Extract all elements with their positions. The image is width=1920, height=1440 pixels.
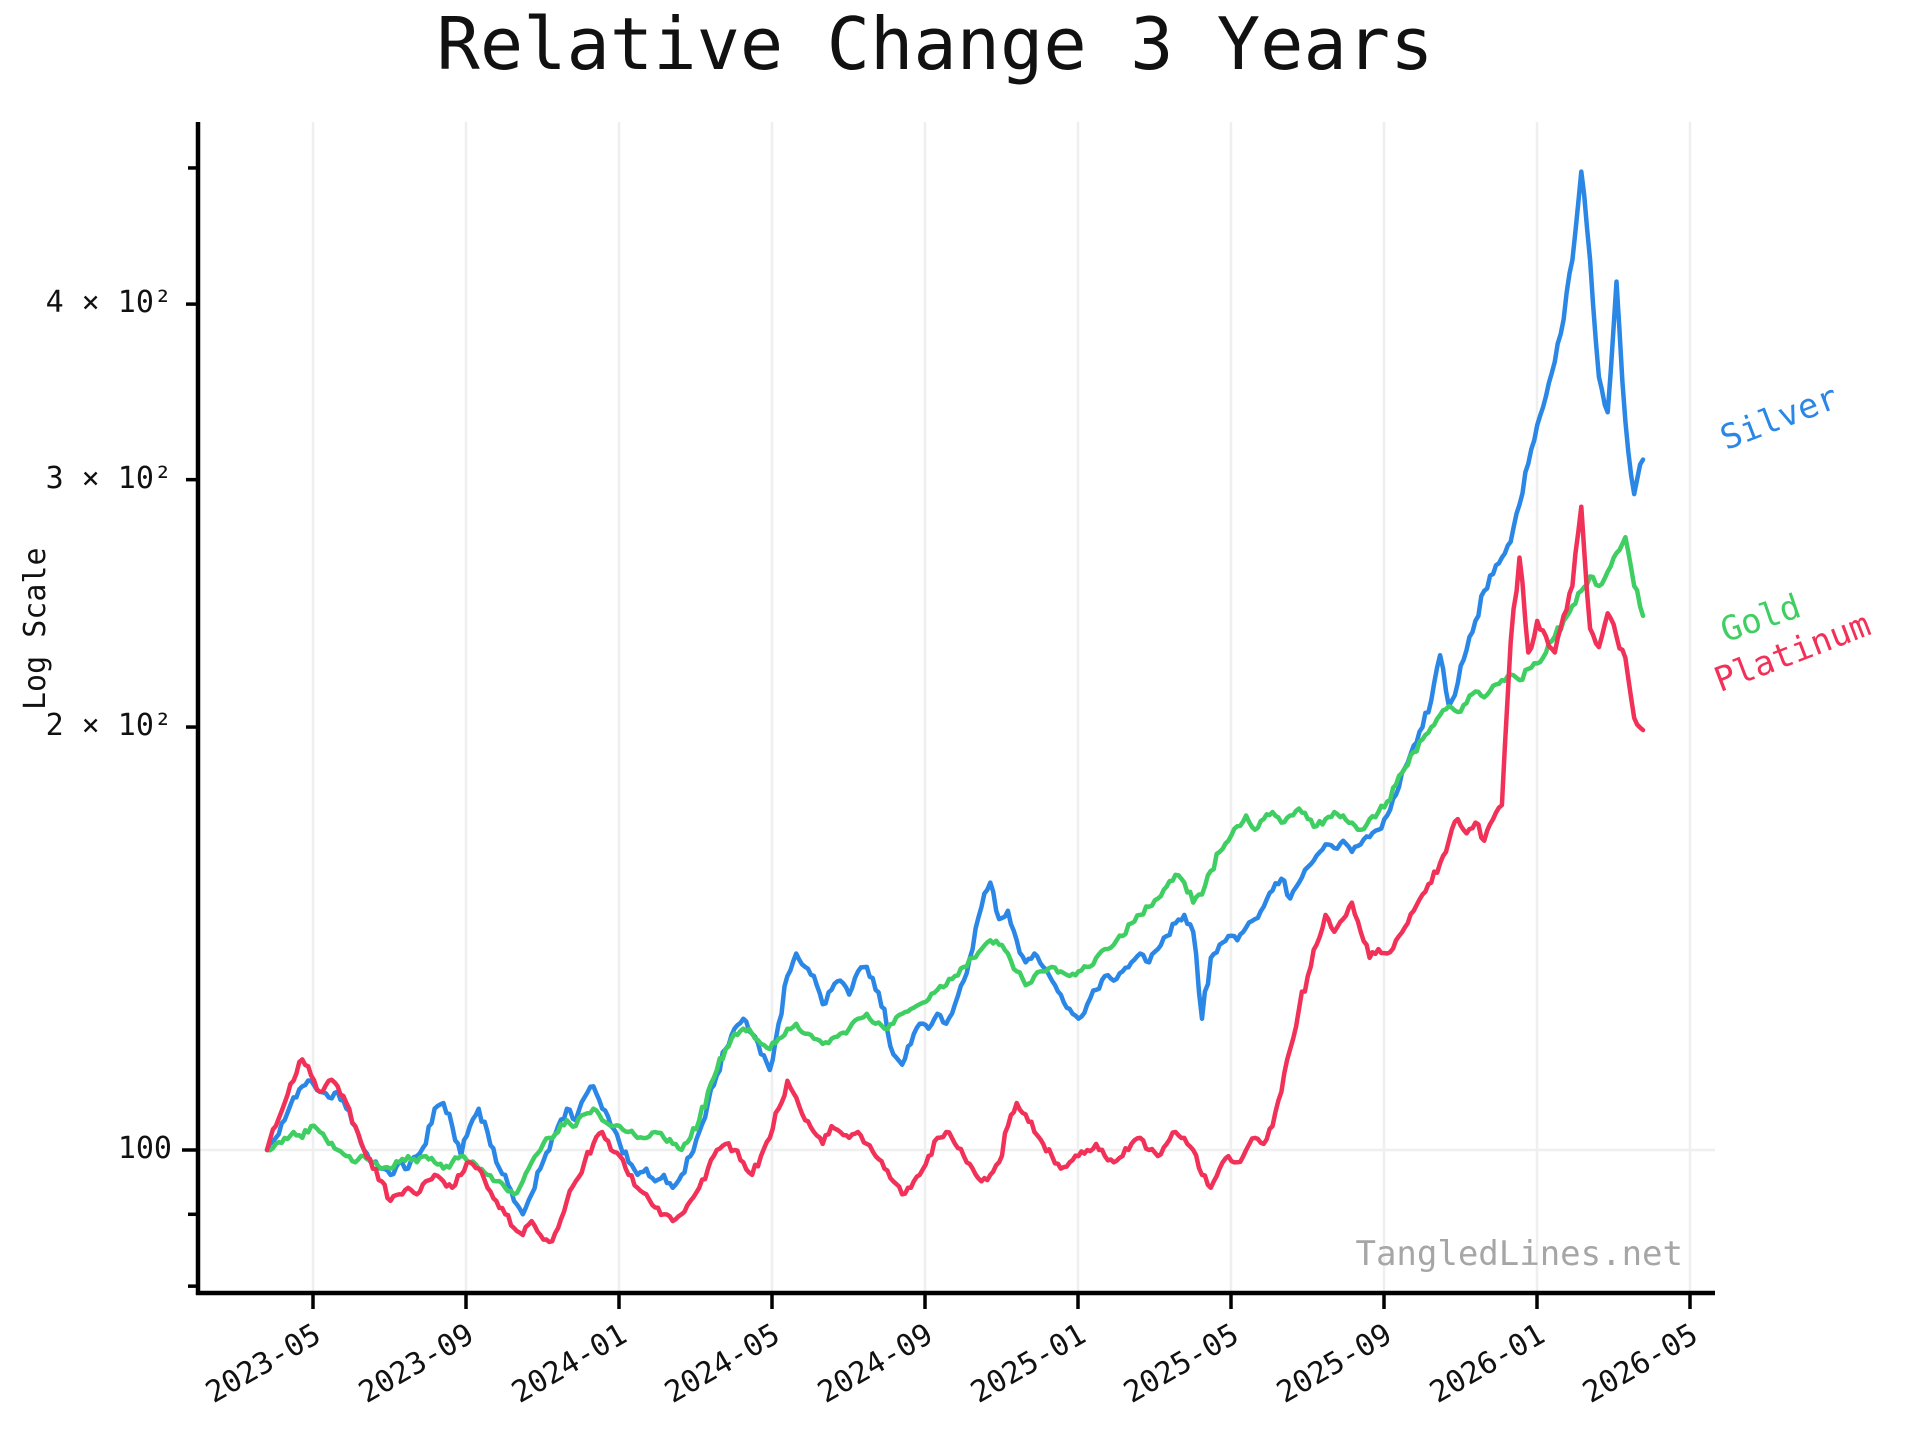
y-tick-label: 4 × 10² <box>45 285 172 321</box>
y-tick-label: 3 × 10² <box>45 460 172 496</box>
y-axis-label: Log Scale <box>18 547 53 710</box>
series-line-platinum <box>264 504 1646 1245</box>
y-tick-label: 2 × 10² <box>45 708 172 744</box>
watermark: TangledLines.net <box>1355 1234 1683 1274</box>
chart-title: Relative Change 3 Years <box>436 2 1434 86</box>
series-line-silver <box>264 169 1646 1217</box>
series-line-gold <box>264 534 1646 1197</box>
y-tick-label: 100 <box>117 1131 172 1166</box>
